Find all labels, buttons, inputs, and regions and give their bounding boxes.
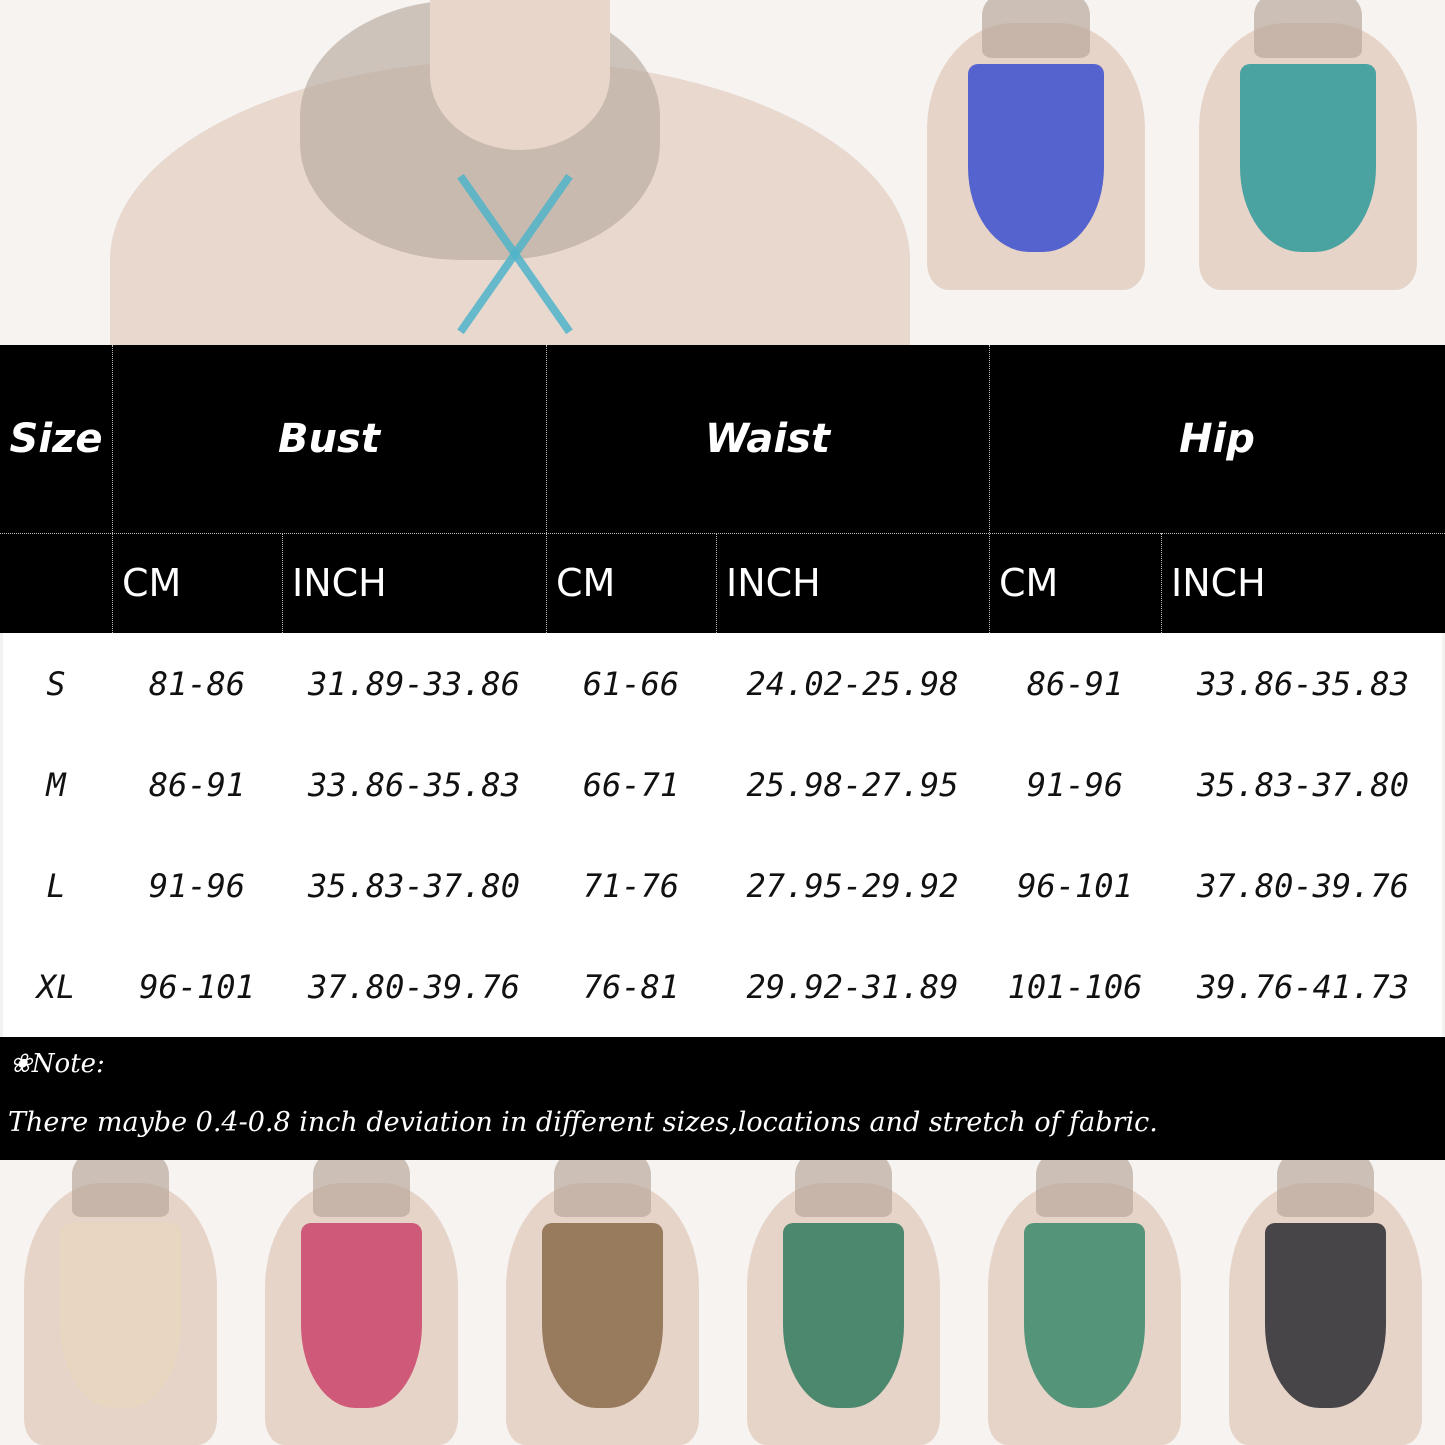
table-divider — [112, 345, 113, 633]
size-label: S — [46, 664, 66, 703]
size-value: 81-86 — [148, 664, 246, 703]
size-label: L — [46, 866, 66, 905]
size-value: 35.83-37.80 — [308, 866, 520, 905]
size-table-header — [0, 345, 1445, 633]
size-value: 33.86-35.83 — [1197, 664, 1409, 703]
table-divider — [716, 533, 717, 633]
size-value: 29.92-31.89 — [746, 967, 959, 1006]
size-label: XL — [36, 967, 76, 1006]
size-value: 96-101 — [1017, 866, 1133, 905]
note-label: Note: — [31, 1049, 105, 1079]
swimsuit-photo — [0, 1160, 241, 1445]
size-table-body — [3, 633, 1442, 1037]
top-product-photos — [0, 0, 1445, 345]
header-waist: Waist — [704, 416, 831, 462]
unit-header: CM — [122, 561, 182, 605]
swimsuit-photo — [1172, 0, 1444, 290]
size-value: 61-66 — [582, 664, 680, 703]
unit-header: CM — [556, 561, 616, 605]
table-divider — [282, 533, 283, 633]
header-hip: Hip — [1179, 416, 1255, 462]
header-bust: Bust — [278, 416, 380, 462]
note-text: There maybe 0.4-0.8 inch deviation in di… — [8, 1107, 1158, 1138]
size-value: 66-71 — [582, 765, 680, 804]
swimsuit-photo — [482, 1160, 723, 1445]
size-value: 27.95-29.92 — [746, 866, 959, 905]
flower-bullet-icon: ❀ — [10, 1049, 32, 1079]
swimsuit-photo — [723, 1160, 964, 1445]
size-value: 71-76 — [582, 866, 680, 905]
table-divider — [546, 345, 547, 633]
size-value: 91-96 — [148, 866, 246, 905]
size-value: 31.89-33.86 — [308, 664, 520, 703]
size-value: 33.86-35.83 — [308, 765, 520, 804]
size-value: 37.80-39.76 — [1197, 866, 1409, 905]
table-divider — [1161, 533, 1162, 633]
table-divider — [0, 533, 1445, 534]
size-label: M — [46, 765, 66, 804]
size-value: 24.02-25.98 — [746, 664, 959, 703]
size-value: 35.83-37.80 — [1197, 765, 1409, 804]
swimsuit-photo — [241, 1160, 482, 1445]
swimsuit-photo — [964, 1160, 1205, 1445]
header-size: Size — [9, 416, 103, 462]
unit-header: INCH — [292, 561, 387, 605]
size-value: 101-106 — [1007, 967, 1143, 1006]
size-value: 91-96 — [1026, 765, 1124, 804]
size-value: 86-91 — [148, 765, 246, 804]
size-value: 37.80-39.76 — [308, 967, 520, 1006]
size-value: 25.98-27.95 — [746, 765, 959, 804]
unit-header: INCH — [1171, 561, 1266, 605]
size-value: 86-91 — [1026, 664, 1124, 703]
size-value: 96-101 — [139, 967, 255, 1006]
bottom-product-photos — [0, 1160, 1445, 1445]
size-value: 76-81 — [582, 967, 680, 1006]
swimsuit-photo — [1205, 1160, 1445, 1445]
unit-header: INCH — [726, 561, 821, 605]
note-section: ❀Note: There maybe 0.4-0.8 inch deviatio… — [0, 1037, 1445, 1160]
swimsuit-photo — [900, 0, 1172, 290]
table-divider — [989, 345, 990, 633]
unit-header: CM — [999, 561, 1059, 605]
size-value: 39.76-41.73 — [1197, 967, 1409, 1006]
